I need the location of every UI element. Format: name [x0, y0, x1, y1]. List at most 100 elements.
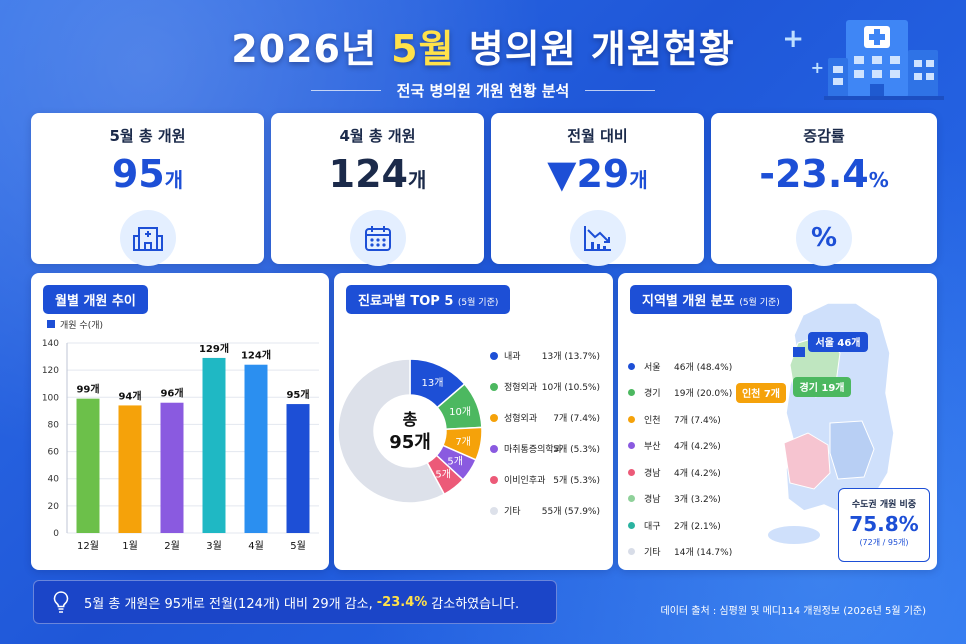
legend-dot: [628, 521, 635, 529]
bar-value-label: 96개: [160, 387, 183, 400]
legend-dot: [490, 352, 498, 360]
capital-share-title: 수도권 개원 비중: [851, 500, 917, 510]
legend-label: 정형외과: [504, 381, 537, 393]
y-tick-label: 80: [48, 420, 60, 430]
legend-value: 5개 (5.3%): [553, 444, 600, 455]
map-label-incheon-text: 인천 7개: [742, 387, 780, 400]
y-tick-label: 140: [42, 339, 59, 349]
y-tick-label: 20: [48, 502, 60, 512]
region-value: 4개 (4.2%): [674, 442, 721, 453]
legend-swatch: [47, 320, 55, 328]
specialty-tag: 진료과별 TOP 5 (5월 기준): [346, 285, 511, 314]
region-name: 경남: [644, 468, 661, 479]
slice-label: 10개: [449, 406, 471, 418]
kpi-label: 5월 총 개원: [109, 127, 186, 145]
lightbulb-icon: [53, 591, 69, 613]
bar-value-label: 124개: [241, 349, 271, 362]
map-label-seoul: [808, 332, 868, 352]
map-jeju: [768, 526, 820, 544]
summary-note: 5월 총 개원은 95개로 전월(124개) 대비 29개 감소, -23.4%…: [33, 580, 557, 624]
region-name: 서울: [644, 362, 661, 373]
map-label-gyeonggi-text: 경기 19개: [800, 381, 845, 394]
y-tick-label: 40: [48, 475, 60, 485]
y-tick-label: 60: [48, 448, 60, 458]
region-value: 3개 (3.2%): [674, 495, 721, 506]
kpi-value: -23.4%: [759, 152, 889, 196]
legend-dot: [628, 442, 635, 450]
legend-label: 마취통증의학과: [504, 444, 562, 455]
y-tick-label: 0: [53, 529, 59, 539]
legend-label: 내과: [504, 351, 521, 362]
x-tick-label: 5월: [290, 540, 306, 552]
map-seoul-marker: [793, 347, 805, 357]
x-tick-label: 2월: [164, 540, 180, 552]
bar-value-label: 94개: [118, 389, 141, 402]
bar-value-label: 129개: [199, 342, 229, 355]
region-legend-item: 경기 19개 (20.0%): [628, 380, 818, 407]
subtitle-row: 전국 병의원 개원 현황 분석: [0, 80, 966, 101]
legend-label: 이비인후과: [504, 475, 545, 486]
legend-label: 성형외과: [504, 412, 537, 424]
region-name: 인천: [644, 415, 661, 426]
legend-dot: [490, 507, 498, 515]
region-legend-item: 경남 4개 (4.2%): [628, 459, 818, 486]
page-title: 2026년 5월 병의원 개원현황: [231, 27, 735, 71]
page-subtitle: 전국 병의원 개원 현황 분석: [396, 82, 570, 100]
legend-dot: [490, 476, 498, 484]
data-source: 데이터 출처 : 심평원 및 메디114 개원정보 (2026년 5월 기준): [660, 606, 926, 617]
legend-dot: [628, 548, 635, 556]
y-tick-label: 100: [42, 393, 59, 403]
kpi-value: 95개: [111, 152, 184, 196]
slice-label: 5개: [447, 456, 463, 468]
region-name: 경남: [644, 495, 661, 506]
bar: [286, 404, 310, 533]
x-tick-label: 4월: [248, 540, 264, 552]
note-highlight: -23.4%: [376, 594, 428, 610]
legend-label: 개원 수(개): [60, 320, 103, 331]
donut-center-label: 총: [403, 410, 418, 429]
slice-label: 5개: [435, 469, 451, 481]
region-value: 2개 (2.1%): [674, 521, 721, 532]
capital-share-detail: (72개 / 95개): [859, 538, 909, 547]
plus-decoration-icon: +: [782, 24, 804, 54]
y-tick-label: 120: [42, 366, 59, 376]
hospital-building-icon: [824, 20, 944, 100]
region-name: 기타: [644, 548, 661, 559]
specialty-panel: 진료과별 TOP 5 (5월 기준) 13개 10개 7개 5개 5개 총 95개 내과 13개…: [334, 273, 613, 570]
calendar-icon: [349, 210, 406, 266]
bar: [202, 357, 226, 533]
kpi-card-mom-change: 전월 대비 ▼29개: [491, 113, 704, 266]
monthly-bar-chart: 개원 수(개) 0 20 40 60 80 100 120 140 99개 12월 94개 1월 96개…: [42, 320, 319, 552]
slice-label: 13개: [422, 377, 444, 389]
map-label-seoul-text: 서울 46개: [816, 336, 861, 349]
legend-value: 5개 (5.3%): [553, 475, 600, 486]
slice-label: 7개: [455, 436, 471, 448]
legend-dot: [490, 445, 498, 453]
region-legend-item: 인천 7개 (7.4%): [628, 406, 818, 433]
region-legend-item: 부산 4개 (4.2%): [628, 433, 818, 460]
legend-dot: [628, 468, 635, 476]
map-southeast-region: [829, 420, 875, 480]
map-gyeongnam-region: [783, 432, 831, 490]
bar: [244, 364, 268, 533]
kpi-label: 증감률: [803, 127, 845, 145]
capital-share-value: 75.8%: [849, 512, 919, 536]
bar-value-label: 95개: [286, 388, 309, 401]
region-legend-item: 경남 3개 (3.2%): [628, 486, 818, 513]
capital-share-box: 수도권 개원 비중 75.8% (72개 / 95개): [838, 488, 930, 562]
note-text-end: 감소하였습니다.: [431, 596, 520, 612]
legend-value: 7개 (7.4%): [553, 413, 600, 424]
percent-icon: %: [796, 210, 852, 266]
bar-value-label: 99개: [76, 383, 99, 396]
kpi-label: 전월 대비: [567, 127, 628, 145]
legend-dot: [628, 415, 635, 423]
map-label-incheon: [736, 383, 786, 403]
korea-map: 서울 46개 경기 19개 인천 7개: [736, 302, 895, 544]
legend-dot: [490, 383, 498, 391]
legend-dot: [628, 389, 635, 397]
x-tick-label: 12월: [77, 540, 99, 552]
x-tick-label: 3월: [206, 540, 222, 552]
region-value: 4개 (4.2%): [674, 468, 721, 479]
hospital-icon: [119, 210, 176, 266]
